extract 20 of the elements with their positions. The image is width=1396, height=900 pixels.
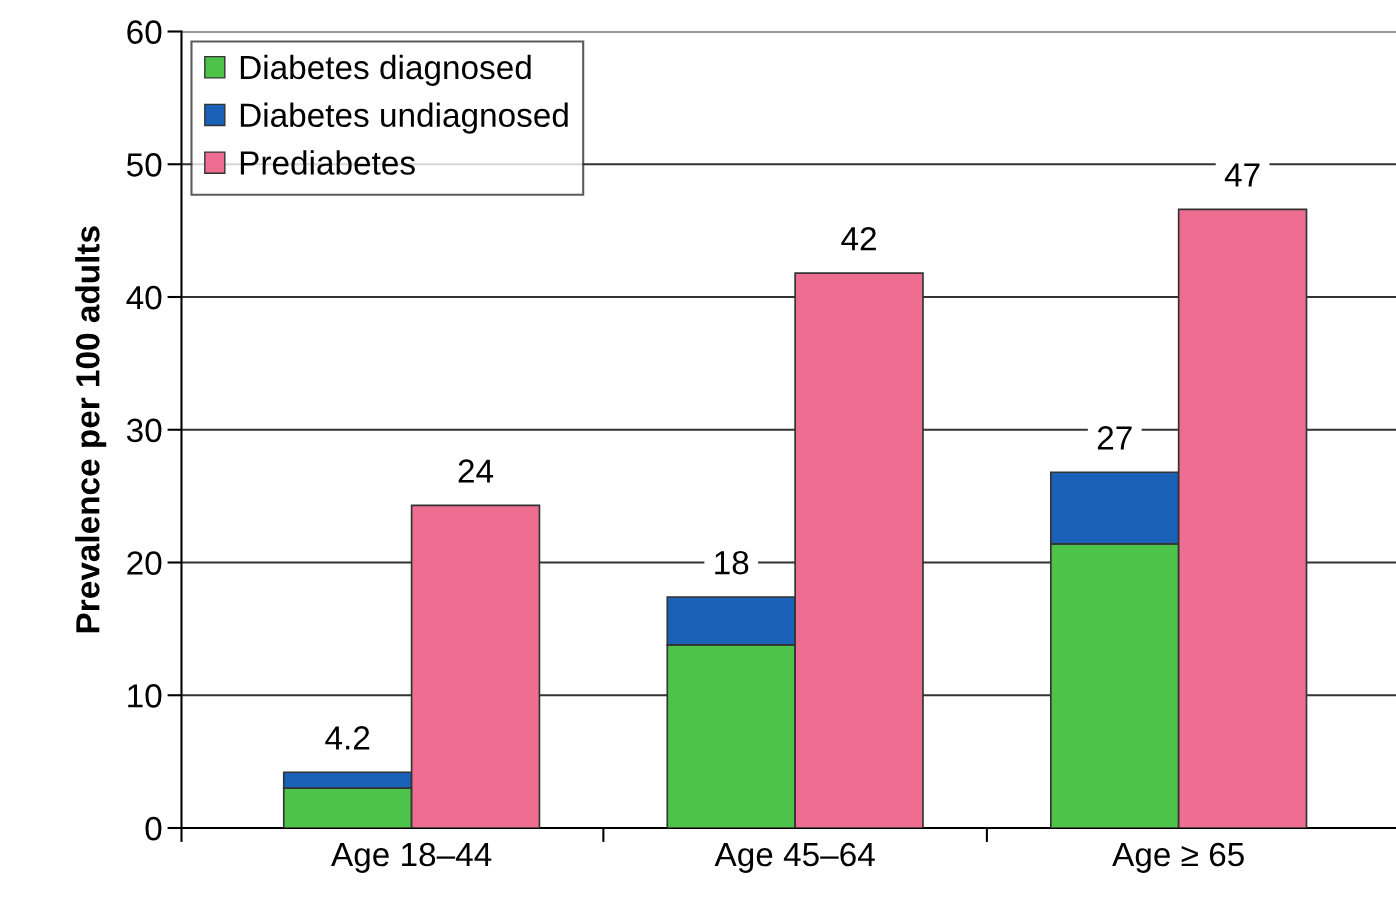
x-tick-label: Age 18–44	[331, 842, 492, 873]
total-label: 27	[1097, 426, 1132, 450]
data-label: 42	[841, 226, 876, 251]
y-tick-label: 30	[126, 418, 162, 443]
y-tick-label: 20	[127, 551, 162, 575]
x-tick-label: Age 45–64	[714, 842, 875, 873]
legend-label: Diabetes diagnosed	[240, 54, 531, 86]
y-tick-label: 40	[126, 285, 162, 310]
y-axis-title: Prevalence per 100 adults	[75, 226, 107, 633]
y-tick-label: 60	[127, 20, 162, 44]
data-label: 24	[458, 459, 494, 483]
total-label: 4.2	[325, 726, 370, 750]
legend-label: Diabetes undiagnosed	[240, 102, 568, 134]
y-tick-label: 10	[128, 684, 162, 708]
total-label: 18	[715, 550, 749, 575]
y-tick-label: 0	[145, 816, 162, 841]
x-tick-label: Age ≥ 65	[1112, 842, 1244, 873]
data-label: 47	[1224, 163, 1260, 187]
y-tick-label: 50	[126, 153, 162, 177]
legend-label: Prediabetes	[240, 150, 415, 175]
